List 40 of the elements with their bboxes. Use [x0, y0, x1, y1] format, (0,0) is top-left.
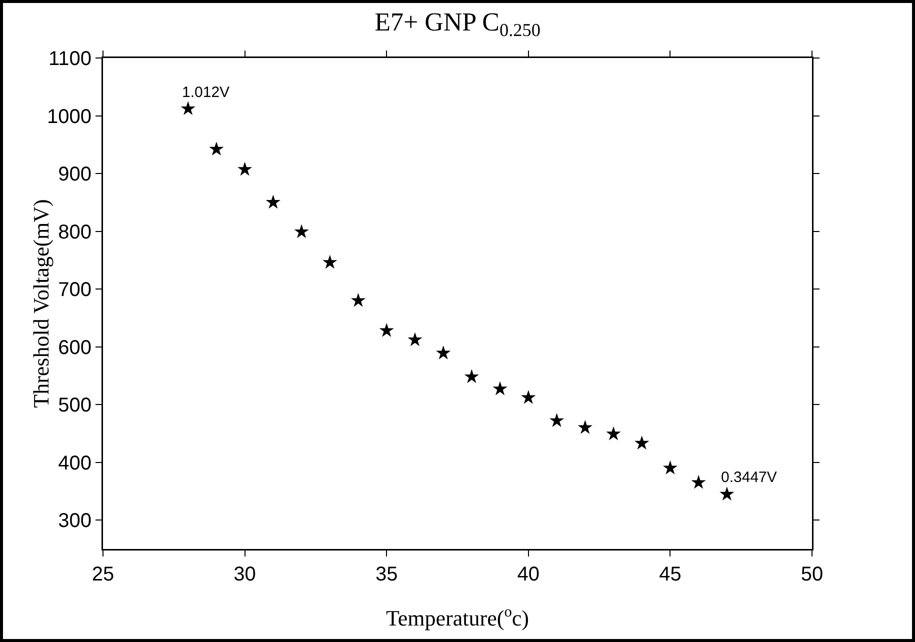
annotation: 0.3447V [721, 469, 777, 486]
y-tick-label: 600 [58, 336, 92, 359]
x-axis-title: Temperature($^{o}$c) [386, 603, 529, 630]
y-tick-label: 500 [58, 394, 92, 417]
point [606, 426, 621, 440]
x-tick-label: 50 [800, 564, 824, 586]
point [662, 460, 678, 474]
point [521, 390, 536, 404]
chart-title: E7+ GNP C$_{0.250}$ [374, 8, 540, 40]
y-tick-label: 1000 [47, 106, 92, 128]
x-tick-label: 25 [92, 564, 114, 586]
point [180, 101, 196, 116]
point [294, 224, 309, 238]
point [237, 162, 252, 176]
y-tick-label: 1100 [48, 48, 92, 70]
y-tick-label: 700 [58, 279, 92, 302]
x-tick-label: 35 [375, 564, 398, 586]
point [322, 254, 338, 269]
point [350, 292, 366, 307]
point [691, 474, 706, 489]
point [720, 486, 734, 501]
point [379, 322, 394, 337]
point [436, 345, 451, 360]
point [209, 142, 224, 156]
point [578, 420, 592, 434]
y-axis-title: Threshold Voltage(mV) [28, 199, 54, 408]
y-tick-label: 400 [58, 452, 92, 474]
x-tick-label: 45 [659, 564, 682, 586]
y-tick-label: 800 [58, 221, 92, 244]
x-tick-label: 40 [517, 564, 540, 586]
point [464, 369, 479, 384]
annotation: 1.012V [182, 84, 230, 101]
point [492, 381, 508, 396]
y-tick-label: 900 [58, 164, 92, 186]
point [634, 436, 650, 450]
x-tick-label: 30 [234, 564, 256, 586]
point [549, 413, 564, 427]
y-tick-label: 300 [58, 510, 92, 532]
point [408, 332, 422, 346]
point [266, 194, 280, 209]
